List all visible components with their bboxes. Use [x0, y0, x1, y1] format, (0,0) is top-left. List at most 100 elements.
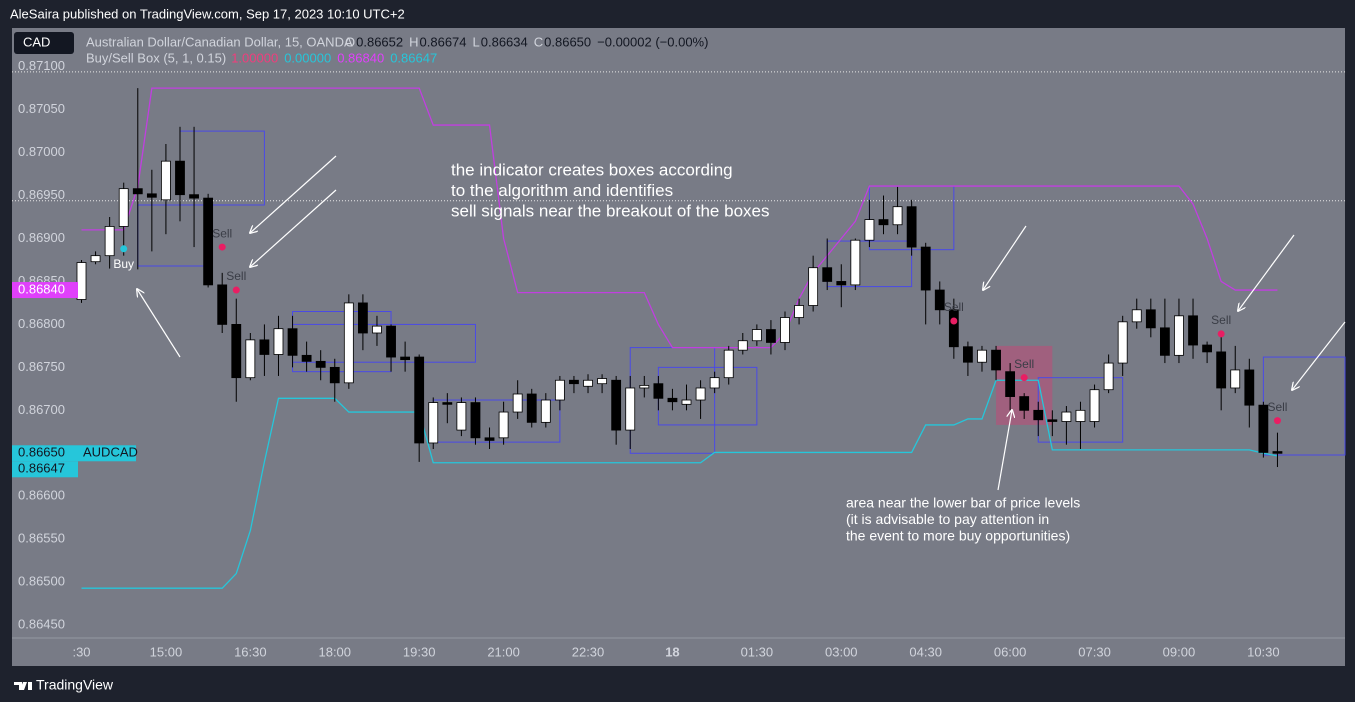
ohlc-value: 0.86674 [420, 34, 467, 49]
candle-body [146, 193, 157, 198]
price-label: 0.86650 [18, 445, 65, 460]
candle-body [498, 411, 509, 439]
candle-body [822, 267, 833, 282]
x-tick-label: 19:30 [403, 644, 436, 659]
signal-dot [232, 286, 240, 294]
ohlc-value: 0.86650 [544, 34, 591, 49]
arrow [1238, 234, 1295, 311]
signal-label: Sell [226, 269, 246, 283]
candle-body [1047, 419, 1058, 422]
candle-body [484, 437, 495, 441]
price-label-bg [12, 445, 78, 462]
candle-body [1033, 409, 1044, 421]
currency-button[interactable] [14, 32, 74, 54]
candle-body [343, 302, 354, 384]
candle-body [1089, 389, 1100, 422]
indicator-name: Buy/Sell Box (5, 1, 0.15) [86, 50, 226, 65]
candle-body [1188, 315, 1198, 346]
y-tick-label: 0.86500 [18, 574, 65, 589]
signal-label: Sell [944, 300, 964, 314]
candle-body [442, 402, 453, 405]
candle-body [709, 377, 720, 389]
candle-body [175, 160, 185, 196]
indicator-value: 1.00000 [231, 50, 278, 65]
candle-body [794, 305, 804, 318]
price-label: 0.86647 [18, 461, 65, 476]
symbol-label-bg [78, 445, 136, 462]
candle-body [836, 281, 847, 286]
signal-dot [1020, 374, 1028, 382]
candle-body [203, 197, 214, 286]
currency[interactable]: CAD [23, 34, 50, 49]
candle-body [569, 379, 579, 385]
candle-body [583, 379, 593, 387]
candle-body [780, 317, 790, 343]
x-tick-label: 22:30 [572, 644, 605, 659]
arrow [250, 189, 337, 267]
candle-body [1216, 351, 1227, 389]
candle-body [766, 329, 776, 343]
candle-body [1159, 327, 1170, 356]
price-label-bg [12, 282, 78, 299]
lower-line [81, 379, 1278, 589]
candle-body [357, 302, 368, 334]
candle-body [273, 328, 284, 355]
signal-label: Sell [1267, 400, 1287, 414]
symbol-label: AUDCAD [83, 445, 138, 460]
arrow [1292, 321, 1346, 390]
x-tick-label: 21:00 [487, 644, 520, 659]
candle-body [301, 354, 312, 362]
ohlc-value: 0.86652 [356, 34, 403, 49]
y-tick-label: 0.86750 [18, 359, 65, 374]
candle-body [456, 402, 467, 431]
ohlc-key: O [345, 34, 355, 49]
annotation: (it is advisable to pay attention in [846, 511, 1049, 527]
candle-body [386, 325, 396, 358]
candle-body [906, 206, 917, 248]
x-tick-label: 06:00 [994, 644, 1027, 659]
candle-body [90, 255, 101, 263]
candle-body [400, 356, 411, 361]
y-tick-label: 0.86700 [18, 402, 65, 417]
candle-body [1103, 362, 1114, 391]
publisher: AleSaira published on TradingView.com, S… [10, 6, 405, 21]
x-tick-label: 07:30 [1078, 644, 1111, 659]
annotation: sell signals near the breakout of the bo… [451, 201, 769, 220]
indicator-value: 0.86840 [337, 50, 384, 65]
y-tick-label: 0.86950 [18, 187, 65, 202]
y-tick-label: 0.86450 [18, 617, 65, 632]
candle-body [991, 349, 1001, 371]
symbol-title: Australian Dollar/Canadian Dollar, 15, O… [86, 34, 353, 49]
candle-body [1174, 315, 1184, 356]
indicator-value: 0.00000 [284, 50, 331, 65]
signal-dot [1273, 417, 1281, 425]
candle-body [1202, 344, 1212, 353]
candle-body [287, 328, 298, 356]
ohlc-change: −0.00002 (−0.00%) [597, 34, 708, 49]
y-tick-label: 0.86800 [18, 316, 65, 331]
x-tick-label: 10:30 [1247, 644, 1280, 659]
candle-body [1005, 371, 1016, 397]
candle-body [470, 402, 481, 439]
candle-body [737, 340, 748, 351]
candle-body [414, 356, 425, 444]
candle-body [920, 246, 931, 291]
candle-body [1230, 369, 1241, 389]
candle-body [104, 226, 115, 257]
x-tick-label: 09:00 [1163, 644, 1196, 659]
y-tick-label: 0.86600 [18, 488, 65, 503]
candle-body [948, 309, 959, 348]
candle-body [864, 219, 875, 241]
x-tick-label: 18:00 [318, 644, 351, 659]
candle-body [554, 379, 565, 401]
ohlc-key: L [473, 34, 480, 49]
candle-body [1131, 309, 1142, 323]
indicator-value: 0.86647 [390, 50, 437, 65]
candle-body [329, 366, 340, 384]
annotation: the event to more buy opportunities) [846, 528, 1070, 544]
candle-body [161, 160, 171, 201]
candle-body [597, 378, 607, 385]
candle-body [512, 393, 523, 413]
